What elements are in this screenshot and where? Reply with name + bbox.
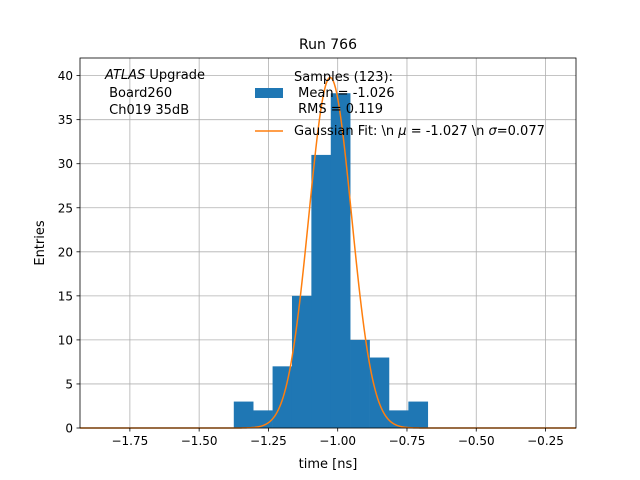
legend-samples-line-3: RMS = 0.119 xyxy=(294,102,383,117)
x-tick-label: −1.00 xyxy=(319,434,356,448)
y-tick-label: 15 xyxy=(58,289,73,303)
y-tick-label: 0 xyxy=(65,422,73,436)
atlas-annotation: ATLAS Upgrade Board260 Ch019 35dB xyxy=(104,68,205,118)
x-axis-ticks: −1.75 −1.50 −1.25 −1.00 −0.75 −0.50 −0.25 xyxy=(111,428,564,448)
legend-samples-line-1: Samples (123): xyxy=(294,70,393,85)
y-tick-label: 5 xyxy=(65,377,73,391)
y-tick-label: 40 xyxy=(58,69,73,83)
x-tick-label: −0.25 xyxy=(527,434,564,448)
histogram-bar xyxy=(311,154,332,428)
y-tick-label: 30 xyxy=(58,157,73,171)
legend-fit-label: Gaussian Fit: \n μ = -1.027 \n σ=0.077 xyxy=(294,124,545,139)
histogram-bars xyxy=(233,93,429,428)
x-tick-label: −1.50 xyxy=(181,434,218,448)
legend-fit-sigma-value: =0.077 xyxy=(497,124,545,139)
x-tick-label: −1.75 xyxy=(111,434,148,448)
y-axis-ticks: 0 5 10 15 20 25 30 35 40 xyxy=(58,69,80,436)
y-tick-label: 10 xyxy=(58,333,73,347)
legend-fit-prefix: Gaussian Fit: \n xyxy=(294,124,398,139)
annotation-line-3: Ch019 35dB xyxy=(105,103,189,118)
legend: Samples (123): Mean = -1.026 RMS = 0.119… xyxy=(255,70,545,139)
x-tick-label: −0.75 xyxy=(389,434,426,448)
annotation-line-1: ATLAS Upgrade xyxy=(104,68,205,83)
legend-fit-sigma: σ xyxy=(489,124,498,139)
y-tick-label: 35 xyxy=(58,113,73,127)
legend-samples-patch xyxy=(255,88,283,98)
legend-fit-mu-value: = -1.027 \n xyxy=(407,124,489,139)
histogram-bar xyxy=(369,357,390,428)
plot-frame xyxy=(79,57,577,429)
legend-samples-line-2: Mean = -1.026 xyxy=(294,86,395,101)
histogram-bar xyxy=(233,401,254,428)
histogram-bar xyxy=(408,401,429,428)
y-tick-label: 20 xyxy=(58,245,73,259)
x-tick-label: −0.50 xyxy=(458,434,495,448)
annotation-line-2: Board260 xyxy=(105,86,172,101)
annotation-atlas: ATLAS xyxy=(104,68,145,83)
histogram-bar xyxy=(291,295,312,428)
legend-fit-mu: μ xyxy=(397,124,406,139)
annotation-upgrade: Upgrade xyxy=(145,68,205,83)
x-tick-label: −1.25 xyxy=(250,434,287,448)
chart-title: Run 766 xyxy=(299,37,357,53)
y-axis-label: Entries xyxy=(33,220,48,266)
histogram-bar xyxy=(330,93,351,428)
histogram-bar xyxy=(350,339,370,428)
x-axis-label: time [ns] xyxy=(299,457,358,472)
y-tick-label: 25 xyxy=(58,201,73,215)
